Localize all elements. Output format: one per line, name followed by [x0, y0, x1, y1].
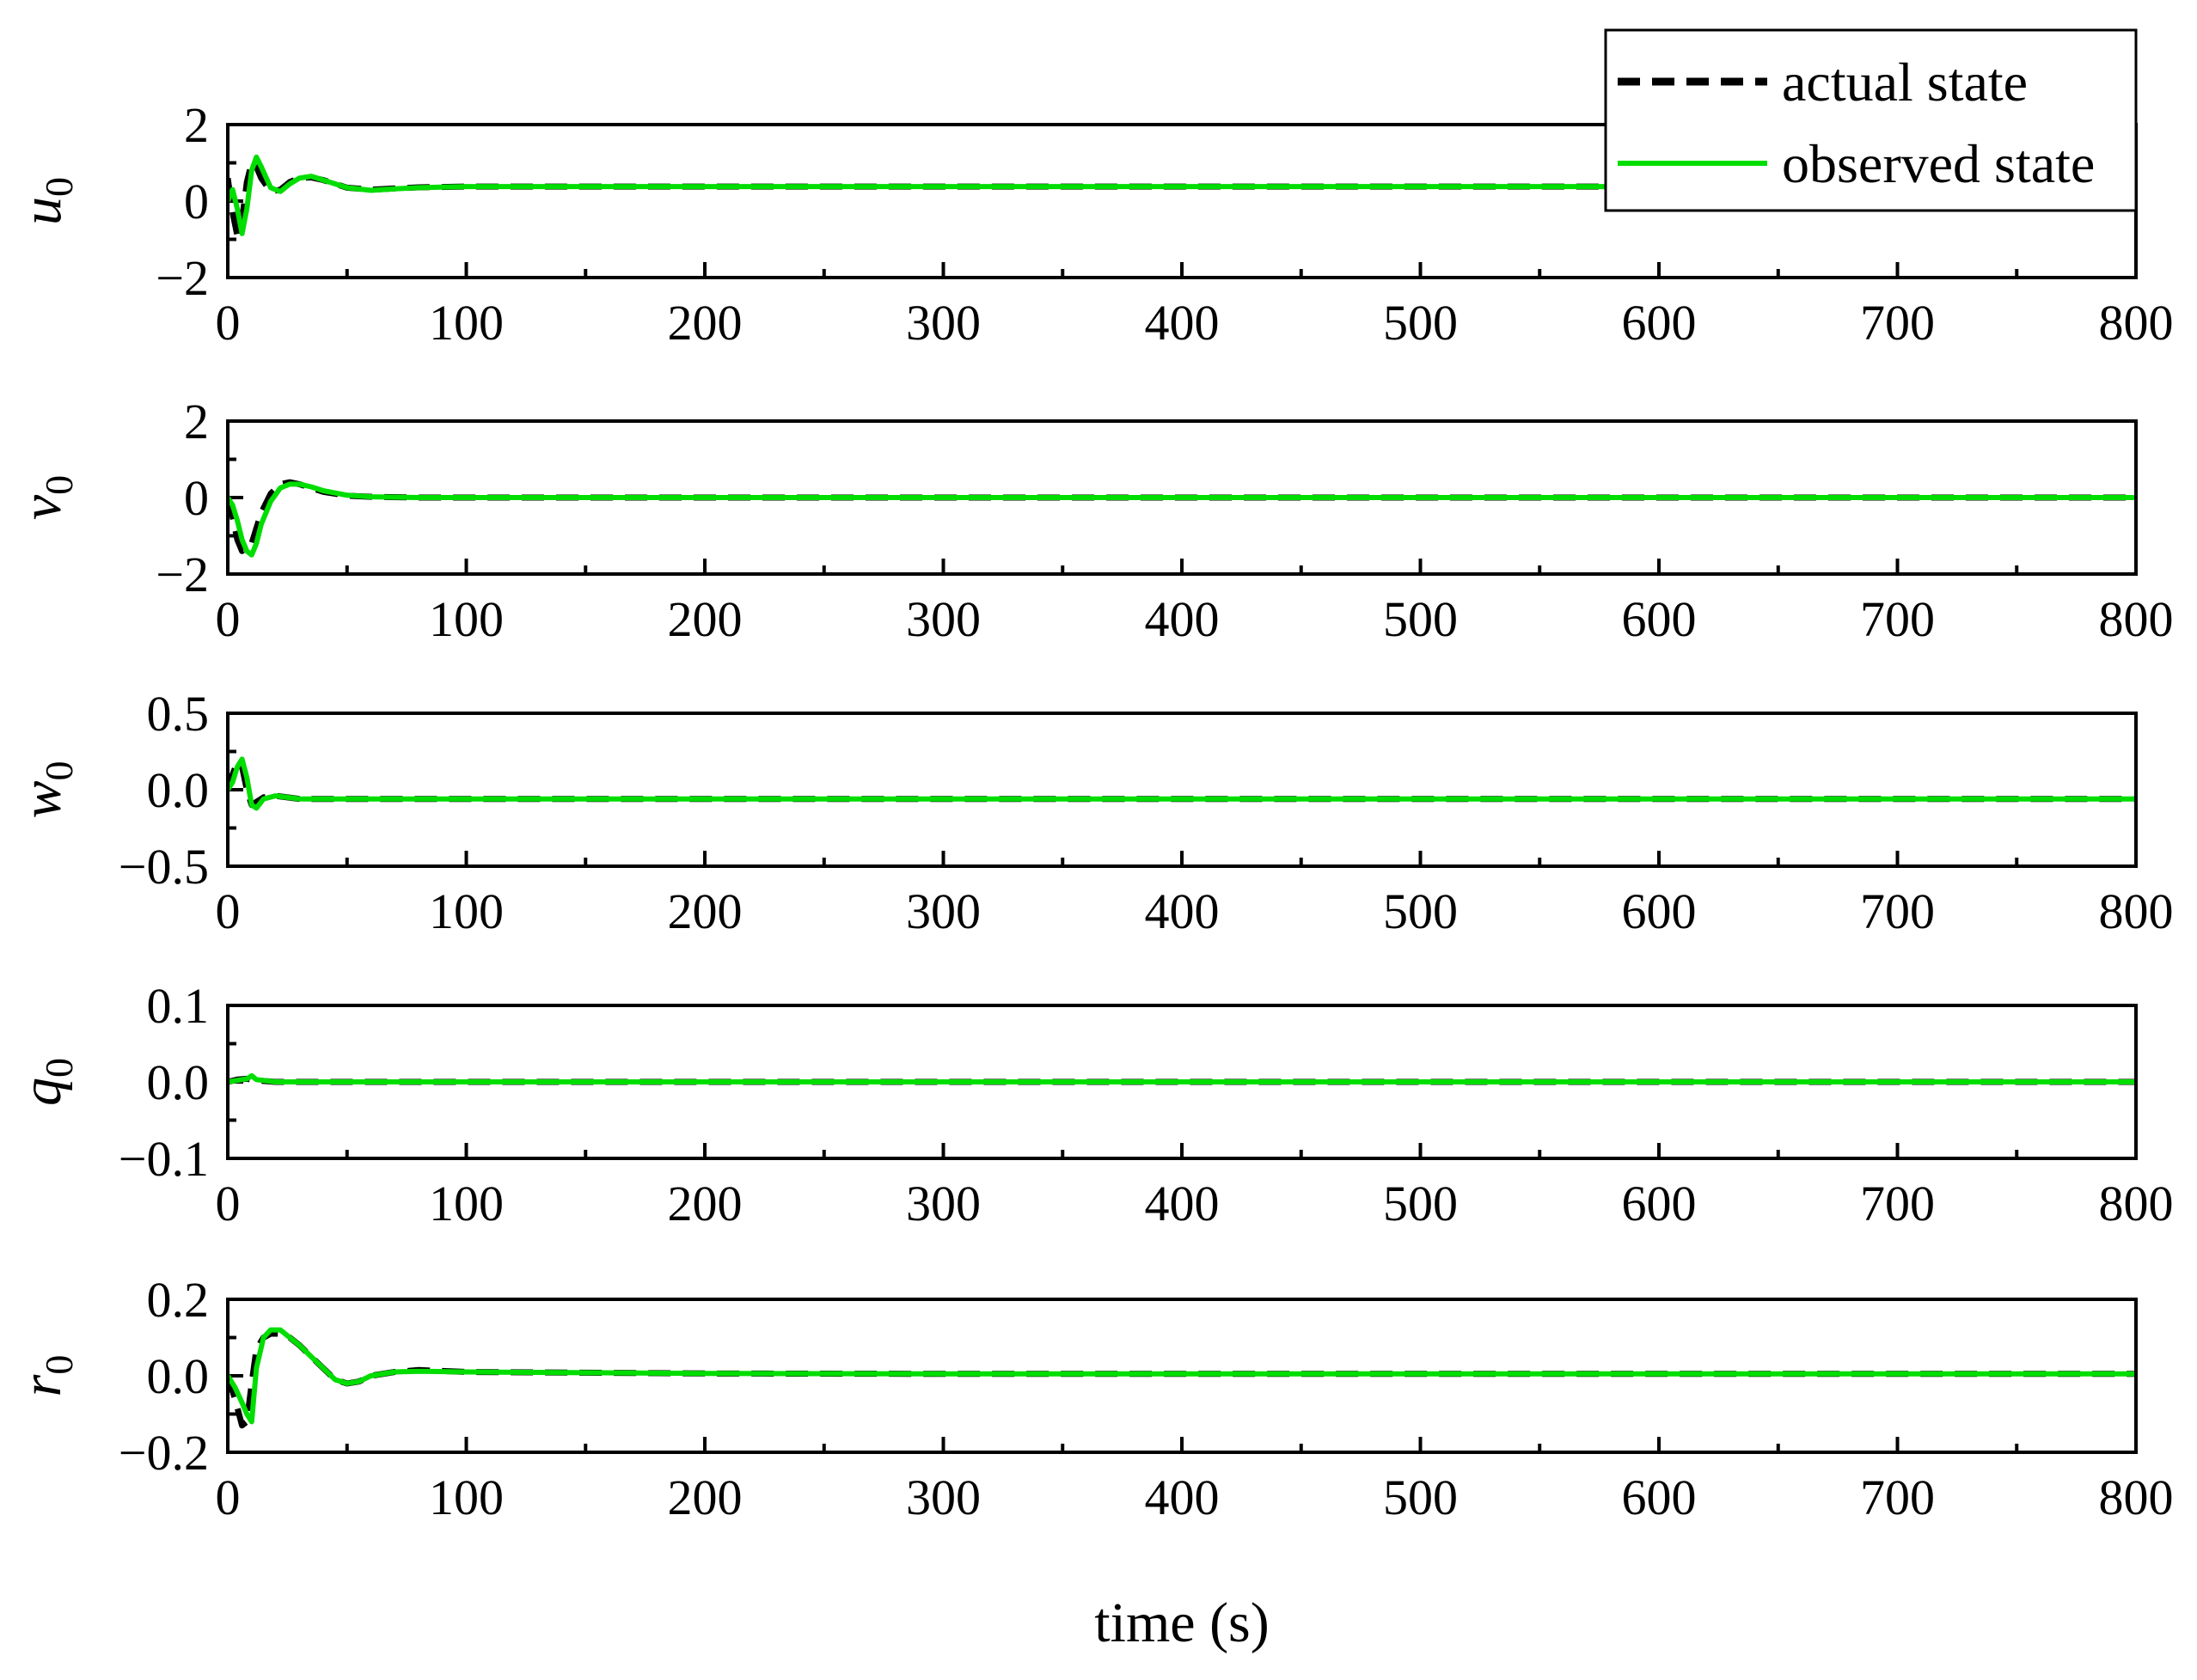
x-tick-label: 0: [216, 591, 241, 647]
y-tick-label: 0.0: [147, 1348, 210, 1404]
panel-q0: 0 100 200 300 400 500 600 700 800 0.1 0.0 −0.1 q0: [10, 978, 2174, 1231]
x-tick-label: 700: [1860, 591, 1935, 647]
series-observed-state-line: [228, 1327, 2136, 1425]
y-tick-label: −0.2: [119, 1425, 209, 1481]
y-axis-label: v0: [10, 475, 81, 520]
x-tick-label: 600: [1622, 295, 1697, 351]
y-tick-label: −0.5: [119, 839, 209, 895]
x-tick-label: 200: [668, 1176, 743, 1231]
x-tick-label: 300: [906, 295, 981, 351]
x-tick-label: 800: [2099, 295, 2174, 351]
x-tick-label: 400: [1145, 591, 1220, 647]
y-axis-label: w0: [10, 761, 81, 818]
x-tick-label: 600: [1622, 883, 1697, 939]
x-tick-label: 400: [1145, 883, 1220, 939]
x-tick-label: 500: [1383, 295, 1458, 351]
panel-frame: [226, 1004, 2138, 1160]
x-tick-label: 200: [668, 591, 743, 647]
y-tick-label: 2: [184, 394, 209, 449]
x-tick-label: 700: [1860, 1469, 1935, 1525]
x-tick-label: 600: [1622, 1176, 1697, 1231]
x-tick-label: 300: [906, 1176, 981, 1231]
x-tick-label: 800: [2099, 883, 2174, 939]
panel-frame: [226, 1298, 2138, 1454]
x-tick-label: 700: [1860, 295, 1935, 351]
y-tick-label: −2: [156, 250, 209, 306]
y-tick-label: 0.0: [147, 762, 210, 818]
x-tick-label: 100: [429, 1176, 504, 1231]
legend-box: [1604, 28, 2138, 212]
panel-frame: [226, 419, 2138, 576]
y-tick-label: 0.5: [147, 686, 210, 742]
legend-label: actual state: [1782, 52, 2028, 113]
x-tick-label: 0: [216, 883, 241, 939]
y-tick-label: −0.1: [119, 1131, 209, 1187]
x-tick-label: 400: [1145, 1176, 1220, 1231]
legend-label: observed state: [1782, 133, 2095, 194]
y-axis-label: q0: [10, 1058, 81, 1106]
legend: actual state observed state: [1604, 28, 2138, 212]
series-actual-state-line: [228, 1330, 2136, 1429]
x-tick-label: 800: [2099, 591, 2174, 647]
x-tick-label: 0: [216, 1176, 241, 1231]
series-observed-state-line: [228, 756, 2136, 811]
x-tick-label: 300: [906, 883, 981, 939]
x-tick-label: 700: [1860, 1176, 1935, 1231]
x-tick-label: 500: [1383, 1469, 1458, 1525]
series-observed-state-line: [228, 481, 2136, 558]
x-tick-label: 100: [429, 295, 504, 351]
y-tick-label: −2: [156, 547, 209, 602]
x-tick-label: 100: [429, 883, 504, 939]
x-tick-label: 600: [1622, 1469, 1697, 1525]
x-tick-label: 400: [1145, 1469, 1220, 1525]
y-tick-label: 2: [184, 97, 209, 153]
y-tick-label: 0.0: [147, 1054, 210, 1110]
x-tick-label: 0: [216, 295, 241, 351]
x-tick-label: 400: [1145, 295, 1220, 351]
x-tick-label: 100: [429, 1469, 504, 1525]
x-tick-label: 700: [1860, 883, 1935, 939]
y-tick-label: 0.1: [147, 978, 210, 1034]
y-tick-label: 0: [184, 470, 209, 526]
x-tick-label: 0: [216, 1469, 241, 1525]
y-axis-label: u0: [10, 177, 81, 225]
y-tick-label: 0.2: [147, 1272, 210, 1328]
x-tick-label: 200: [668, 883, 743, 939]
y-axis-label: r0: [10, 1355, 81, 1397]
series-observed-state-line: [228, 154, 2136, 236]
x-tick-label: 500: [1383, 883, 1458, 939]
x-tick-label: 800: [2099, 1176, 2174, 1231]
x-tick-label: 600: [1622, 591, 1697, 647]
x-tick-label: 500: [1383, 591, 1458, 647]
x-tick-label: 100: [429, 591, 504, 647]
x-axis-label: time (s): [1094, 1591, 1269, 1654]
x-tick-label: 200: [668, 295, 743, 351]
x-tick-label: 300: [906, 1469, 981, 1525]
x-tick-label: 800: [2099, 1469, 2174, 1525]
x-tick-label: 500: [1383, 1176, 1458, 1231]
x-tick-label: 300: [906, 591, 981, 647]
x-tick-label: 200: [668, 1469, 743, 1525]
panel-r0: 0 100 200 300 400 500 600 700 800 0.2 0.0 −0.2 r0: [10, 1272, 2174, 1525]
series-observed-state-line: [228, 1072, 2136, 1084]
panel-frame: [226, 712, 2138, 868]
series-actual-state-line: [228, 479, 2136, 554]
y-tick-label: 0: [184, 174, 209, 229]
panel-w0: 0 100 200 300 400 500 600 700 800 0.5 0.0 −0.5 w0: [10, 686, 2174, 939]
